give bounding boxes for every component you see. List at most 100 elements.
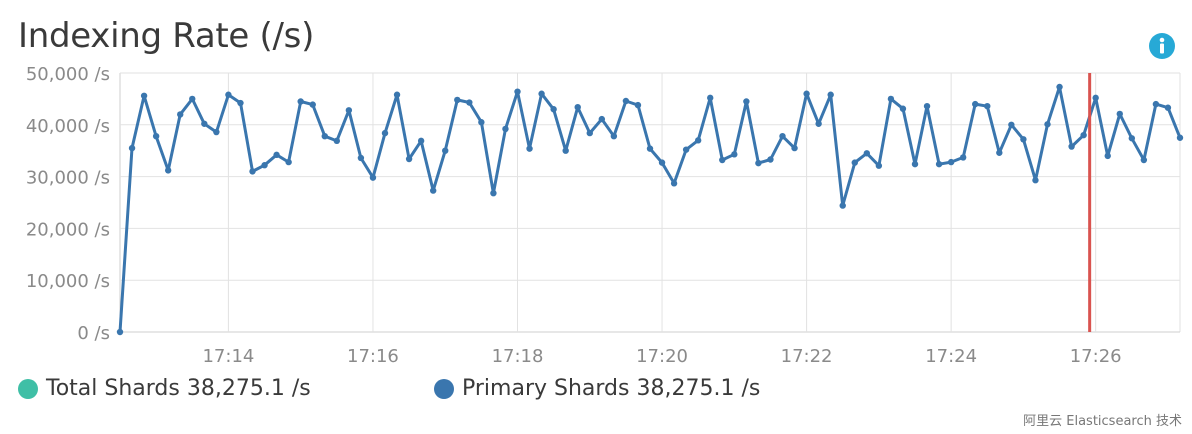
data-point — [815, 120, 822, 127]
x-tick-label: 17:22 — [781, 346, 833, 367]
legend-item-total-shards[interactable]: Total Shards 38,275.1 /s — [18, 376, 311, 401]
data-point — [1092, 94, 1099, 102]
data-point — [911, 160, 919, 168]
data-point — [189, 95, 196, 103]
data-point — [996, 149, 1003, 156]
data-point — [670, 180, 678, 187]
data-point — [875, 162, 883, 169]
data-point — [707, 94, 714, 102]
data-point — [454, 96, 461, 104]
legend-dot-primary — [434, 378, 454, 399]
y-tick-label: 40,000 /s — [26, 116, 110, 137]
data-point — [1140, 156, 1148, 164]
data-point — [887, 95, 895, 103]
data-point — [538, 90, 545, 97]
watermark: 阿里云 Elasticsearch 技术 — [1023, 414, 1182, 429]
y-tick-label: 20,000 /s — [26, 219, 110, 240]
data-point — [393, 91, 401, 98]
data-point — [598, 115, 606, 123]
data-point — [1068, 143, 1075, 150]
x-axis-ticks: 17:14 17:16 17:18 17:20 17:22 17:24 17:26 — [202, 346, 1121, 367]
series-line-primary-shards — [118, 85, 1182, 333]
data-point — [1080, 131, 1087, 139]
data-point — [526, 145, 533, 152]
data-point — [610, 132, 618, 140]
data-point — [550, 106, 557, 113]
legend-dot-total — [18, 378, 38, 399]
data-point — [984, 102, 991, 110]
data-point — [490, 189, 497, 197]
y-axis-ticks: 0 /s 10,000 /s 20,000 /s 30,000 /s 40,000 /s… — [26, 64, 110, 344]
y-tick-label: 0 /s — [77, 323, 110, 344]
data-point — [779, 132, 786, 140]
data-point — [1176, 134, 1184, 141]
data-point — [646, 145, 654, 152]
data-point — [213, 128, 220, 136]
x-tick-label: 17:20 — [636, 346, 688, 367]
data-point — [959, 154, 967, 161]
data-point — [827, 91, 834, 98]
data-point — [152, 132, 160, 140]
data-point — [237, 99, 244, 107]
y-tick-label: 30,000 /s — [26, 168, 110, 189]
data-point — [369, 174, 377, 181]
data-point — [1032, 177, 1039, 184]
data-point — [658, 159, 666, 166]
legend-primary-label: Primary Shards — [462, 376, 630, 401]
data-point — [863, 150, 871, 157]
data-point — [478, 119, 485, 126]
data-point — [405, 155, 413, 163]
data-point — [442, 147, 449, 154]
data-point — [1116, 110, 1123, 118]
data-point — [273, 151, 280, 159]
data-point — [851, 159, 858, 166]
data-point — [381, 129, 389, 137]
data-point — [972, 100, 979, 108]
data-point — [285, 158, 292, 166]
data-point — [309, 101, 316, 108]
x-tick-label: 17:24 — [925, 346, 977, 367]
data-point — [345, 107, 353, 114]
x-tick-label: 17:18 — [492, 346, 544, 367]
data-point — [562, 147, 569, 154]
data-point — [574, 103, 581, 111]
legend-total-value: 38,275.1 /s — [186, 376, 311, 401]
info-icon[interactable] — [1148, 32, 1176, 60]
data-point — [586, 129, 593, 137]
x-tick-label: 17:14 — [202, 346, 254, 367]
data-point — [923, 102, 931, 110]
data-point — [321, 132, 328, 140]
data-point — [719, 156, 726, 164]
x-tick-label: 17:16 — [347, 346, 399, 367]
data-point — [177, 111, 184, 118]
data-point — [1128, 135, 1136, 142]
y-tick-label: 50,000 /s — [26, 64, 110, 85]
data-point — [803, 90, 810, 97]
data-point — [140, 92, 148, 99]
data-point — [164, 167, 172, 174]
data-point — [261, 162, 268, 169]
data-point — [1056, 83, 1063, 91]
data-point — [1152, 100, 1160, 108]
data-point — [755, 159, 762, 167]
data-point — [694, 137, 702, 144]
data-point — [249, 168, 256, 175]
data-point — [466, 99, 473, 106]
legend-primary-value: 38,275.1 /s — [636, 376, 761, 401]
data-point — [935, 160, 943, 168]
data-point — [622, 97, 630, 105]
data-point — [791, 144, 798, 152]
data-point — [514, 88, 521, 95]
data-point — [417, 137, 425, 145]
data-point — [1044, 121, 1051, 128]
series-primary-shards — [116, 83, 1184, 336]
data-point — [297, 98, 304, 105]
y-tick-label: 10,000 /s — [26, 271, 110, 292]
legend-item-primary-shards[interactable]: Primary Shards 38,275.1 /s — [434, 376, 760, 401]
data-point — [1020, 136, 1027, 143]
data-point — [225, 91, 232, 98]
data-point — [502, 125, 509, 133]
data-point — [1104, 152, 1111, 160]
data-point — [682, 146, 690, 153]
data-point — [116, 328, 124, 336]
